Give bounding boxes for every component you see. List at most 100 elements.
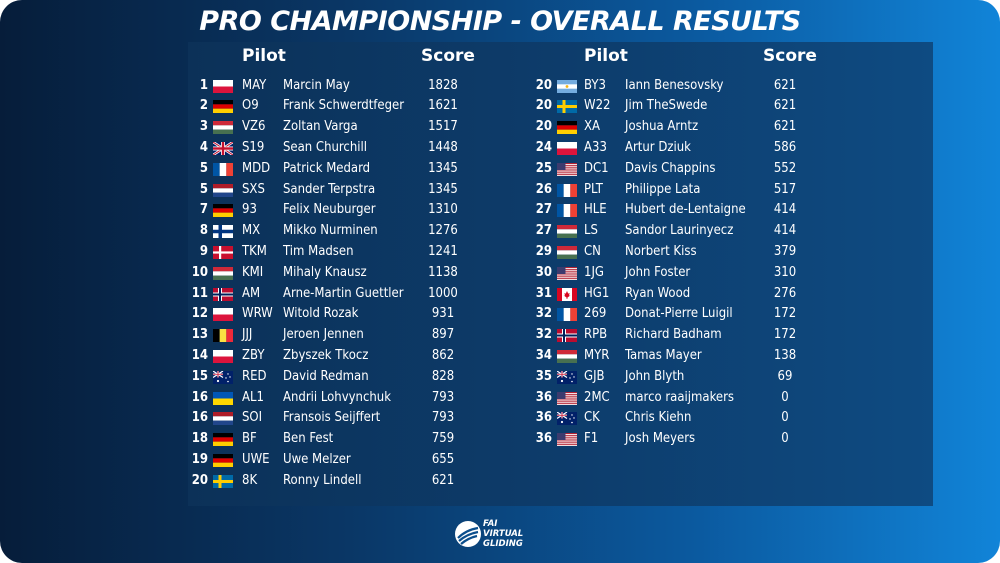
rank: 9 [199,243,208,259]
result-row: 7 93 Felix Neuburger 1310 [0,200,1000,221]
result-row: 16 AL1 Andrii Lohvynchuk 793 [0,388,1000,409]
score: 0 [781,431,789,447]
flag-icon [557,225,577,239]
result-row: 5 SXS Sander Terpstra 1345 [0,180,1000,201]
rank: 3 [199,119,208,135]
result-row: 4 S19 Sean Churchill 1448 [0,138,1000,159]
pilot-name: Jeroen Jennen [283,327,364,343]
pilot-name: Witold Rozak [283,306,359,322]
competition-id: RPB [584,327,608,343]
result-row: 27 LS Sandor Laurinyecz 414 [0,221,1000,242]
pilot-name: Philippe Lata [625,181,701,197]
score: 517 [773,181,797,197]
flag-icon [557,433,577,447]
score: 828 [431,368,455,384]
score: 1310 [428,202,458,218]
left-pilot-header: Pilot [242,46,286,66]
flag-icon [557,79,577,93]
competition-id: AM [242,285,261,301]
score: 655 [431,451,455,467]
score: 621 [773,98,797,114]
competition-id: JJJ [242,327,253,343]
flag-icon [213,412,233,426]
result-row: 32 RPB Richard Badham 172 [0,325,1000,346]
rank: 20 [191,472,208,488]
score: 931 [431,306,455,322]
rank: 30 [535,264,552,280]
pilot-name: John Blyth [625,368,685,384]
score: 1448 [428,139,458,155]
result-row: 32 269 Donat-Pierre Luigil 172 [0,304,1000,325]
flag-icon [213,100,233,114]
page-title: PRO CHAMPIONSHIP - OVERALL RESULTS [199,6,801,37]
competition-id: A33 [584,139,607,155]
rank: 2 [199,98,208,114]
pilot-name: Marcin May [283,77,350,93]
result-row: 29 CN Norbert Kiss 379 [0,242,1000,263]
flag-icon [557,245,577,259]
fai-virtual-gliding-logo: FAI VIRTUAL GLIDING [454,517,554,553]
flag-icon [557,183,577,197]
score: 1828 [428,77,458,93]
flag-icon [557,370,577,384]
pilot-name: David Redman [283,368,369,384]
pilot-name: Uwe Melzer [283,451,351,467]
result-row: 31 HG1 Ryan Wood 276 [0,284,1000,305]
pilot-name: Joshua Arntz [625,119,699,135]
pilot-name: Fransois Seijffert [283,410,381,426]
competition-id: MX [242,223,261,239]
pilot-name: Andrii Lohvynchuk [283,389,391,405]
result-row: 25 DC1 Davis Chappins 552 [0,159,1000,180]
score: 414 [773,223,797,239]
competition-id: ZBY [242,347,265,363]
rank: 27 [535,202,552,218]
competition-id: F1 [584,431,599,447]
score: 862 [431,347,455,363]
result-row: 19 UWE Uwe Melzer 655 [0,450,1000,471]
competition-id: BF [242,431,257,447]
rank: 5 [199,181,208,197]
result-row: 35 GJB John Blyth 69 [0,367,1000,388]
pilot-name: Ryan Wood [625,285,691,301]
flag-icon [213,225,233,239]
pilot-name: Ben Fest [283,431,334,447]
flag-icon [213,329,233,343]
result-row: 12 WRW Witold Rozak 931 [0,304,1000,325]
pilot-name: Chris Kiehn [625,410,692,426]
pilot-name: Mikko Nurminen [283,223,378,239]
rank: 8 [199,223,208,239]
pilot-name: John Foster [625,264,691,280]
rank: 32 [535,306,552,322]
logo-line-2: VIRTUAL [483,529,524,539]
result-row: 36 2MC marco raaijmakers 0 [0,388,1000,409]
flag-icon [213,141,233,155]
rank: 14 [191,347,208,363]
flag-icon [213,349,233,363]
competition-id: LS [584,223,598,239]
score: 552 [773,160,797,176]
pilot-name: Ronny Lindell [283,472,362,488]
result-row: 14 ZBY Zbyszek Tkocz 862 [0,346,1000,367]
score: 759 [431,431,455,447]
flag-icon [213,121,233,135]
result-row: 36 CK Chris Kiehn 0 [0,408,1000,429]
flag-icon [213,453,233,467]
pilot-name: marco raaijmakers [625,389,734,405]
pilot-name: Hubert de-Lentaigne [625,202,746,218]
score: 0 [781,410,789,426]
flag-icon [213,204,233,218]
score: 897 [431,327,455,343]
pilot-name: Sander Terpstra [283,181,376,197]
flag-icon [557,204,577,218]
competition-id: GJB [584,368,605,384]
competition-id: 8K [242,472,258,488]
pilot-name: Donat-Pierre Luigil [625,306,733,322]
flag-icon [213,433,233,447]
result-row: 1 MAY Marcin May 1828 [0,76,1000,97]
competition-id: XA [584,119,601,135]
score: 793 [431,389,455,405]
competition-id: 269 [584,306,607,322]
pilot-name: Zbyszek Tkocz [283,347,369,363]
score: 379 [773,243,797,259]
result-row: 34 MYR Tamas Mayer 138 [0,346,1000,367]
